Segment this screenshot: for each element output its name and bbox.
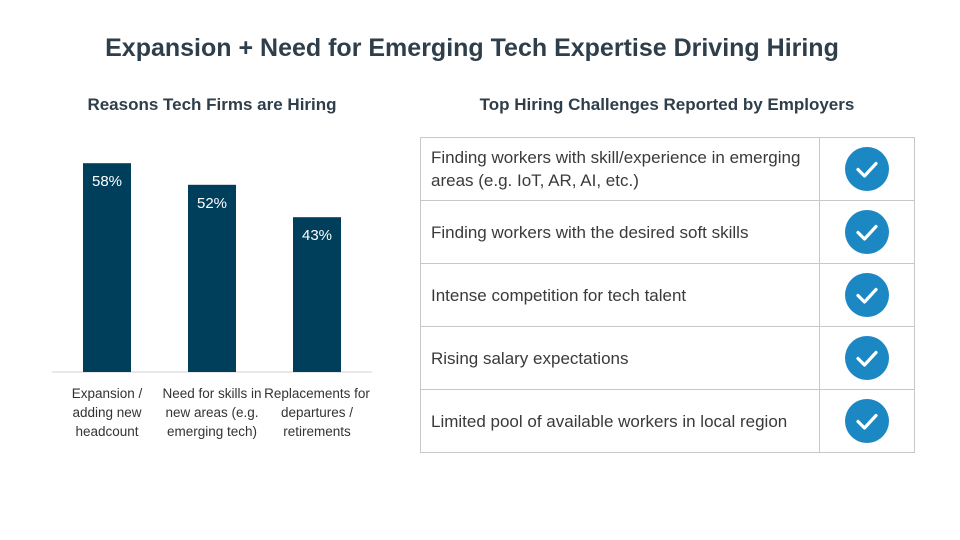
- challenge-text: Limited pool of available workers in loc…: [420, 389, 820, 453]
- challenge-text: Finding workers with the desired soft sk…: [420, 200, 820, 264]
- check-circle-icon: [845, 336, 889, 380]
- bar-new-skills: [188, 184, 236, 372]
- challenge-text: Rising salary expectations: [420, 326, 820, 390]
- category-label-new-skills: Need for skills in new areas (e.g. emerg…: [162, 386, 262, 439]
- check-circle-icon: [845, 273, 889, 317]
- table-row: Limited pool of available workers in loc…: [420, 389, 915, 453]
- check-cell: [819, 326, 915, 390]
- table-row: Rising salary expectations: [420, 326, 915, 390]
- challenge-text: Intense competition for tech talent: [420, 263, 820, 327]
- table-row: Intense competition for tech talent: [420, 263, 915, 327]
- check-circle-icon: [845, 399, 889, 443]
- check-circle-icon: [845, 210, 889, 254]
- check-cell: [819, 137, 915, 201]
- bar-chart: 58% 52% 43%: [52, 163, 372, 373]
- table-row: Finding workers with the desired soft sk…: [420, 200, 915, 264]
- bar-label-expansion: 58%: [92, 173, 122, 190]
- bar-label-new-skills: 52%: [197, 195, 227, 212]
- check-circle-icon: [845, 147, 889, 191]
- check-cell: [819, 263, 915, 327]
- chart-title: Reasons Tech Firms are Hiring: [87, 95, 337, 114]
- check-cell: [819, 389, 915, 453]
- category-label-replacements: Replacements for departures / retirement…: [264, 386, 370, 439]
- bar-expansion: [83, 163, 131, 372]
- category-label-expansion: Expansion / adding new headcount: [71, 386, 143, 439]
- challenges-table: Finding workers with skill/experience in…: [420, 137, 915, 453]
- check-cell: [819, 200, 915, 264]
- table-row: Finding workers with skill/experience in…: [420, 137, 915, 201]
- bar-replacements: [293, 217, 341, 372]
- table-title: Top Hiring Challenges Reported by Employ…: [479, 95, 855, 114]
- challenge-text: Finding workers with skill/experience in…: [420, 137, 820, 201]
- page-title: Expansion + Need for Emerging Tech Exper…: [105, 34, 839, 62]
- bar-label-replacements: 43%: [302, 227, 332, 244]
